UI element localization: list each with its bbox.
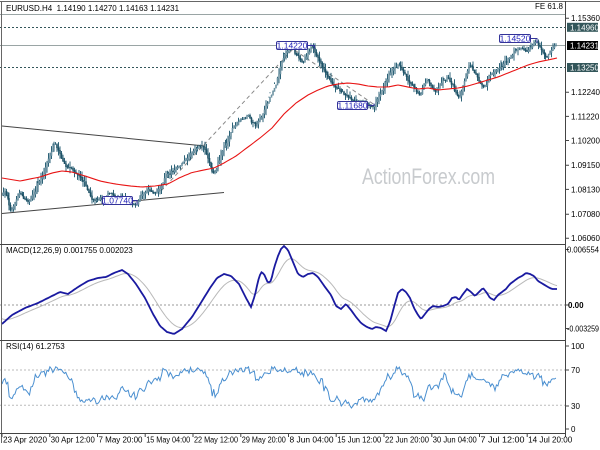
svg-text:15 Jun 12:00: 15 Jun 12:00 <box>337 436 382 445</box>
svg-text:15 May 04:00: 15 May 04:00 <box>146 436 190 445</box>
svg-text:ActionForex.com: ActionForex.com <box>362 164 495 189</box>
svg-text:23 Apr 2020: 23 Apr 2020 <box>3 436 48 445</box>
svg-text:1.11220: 1.11220 <box>571 112 600 121</box>
svg-text:22 Jun 20:00: 22 Jun 20:00 <box>385 436 430 445</box>
svg-text:1.11680: 1.11680 <box>337 100 367 110</box>
svg-text:30 Apr 12:00: 30 Apr 12:00 <box>51 436 96 445</box>
svg-text:100: 100 <box>571 342 585 351</box>
svg-text:29 May 20:00: 29 May 20:00 <box>242 436 286 445</box>
svg-text:EURUSD.H4 1.14190 1.14270 1.1: EURUSD.H4 1.14190 1.14270 1.14163 1.1423… <box>6 4 180 13</box>
svg-text:1.13250: 1.13250 <box>570 64 599 73</box>
svg-text:1.09150: 1.09150 <box>571 161 600 170</box>
svg-text:7 May 20:00: 7 May 20:00 <box>99 436 144 445</box>
svg-text:0: 0 <box>571 425 576 434</box>
svg-text:1.14220: 1.14220 <box>277 40 308 50</box>
svg-text:1.14231: 1.14231 <box>570 42 599 51</box>
svg-text:0.006554: 0.006554 <box>567 245 600 254</box>
svg-text:30 Jun 04:00: 30 Jun 04:00 <box>433 436 478 445</box>
svg-text:22 May 12:00: 22 May 12:00 <box>194 436 238 445</box>
svg-text:1.15360: 1.15360 <box>571 14 600 23</box>
svg-text:8 Jun 04:00: 8 Jun 04:00 <box>290 436 335 445</box>
svg-text:30: 30 <box>571 402 580 411</box>
svg-text:-0.003259: -0.003259 <box>567 324 599 333</box>
svg-text:MACD(12,26,9) 0.001755 0.00202: MACD(12,26,9) 0.001755 0.002023 <box>6 246 133 255</box>
svg-text:RSI(14) 61.2753: RSI(14) 61.2753 <box>6 342 65 351</box>
svg-text:70: 70 <box>571 366 580 375</box>
svg-text:1.08130: 1.08130 <box>571 185 600 194</box>
svg-text:1.10200: 1.10200 <box>571 136 600 145</box>
svg-text:14 Jul 20:00: 14 Jul 20:00 <box>528 436 573 445</box>
svg-text:7 Jul 12:00: 7 Jul 12:00 <box>481 436 526 445</box>
svg-text:1.06060: 1.06060 <box>571 234 600 243</box>
svg-text:1.12240: 1.12240 <box>571 88 600 97</box>
svg-text:FE 61.8: FE 61.8 <box>535 2 564 11</box>
svg-text:0.00: 0.00 <box>568 301 584 310</box>
svg-text:1.14520: 1.14520 <box>500 33 531 43</box>
svg-text:1.07740: 1.07740 <box>102 195 133 205</box>
svg-text:1.14960: 1.14960 <box>570 23 599 32</box>
svg-text:1.07080: 1.07080 <box>571 210 600 219</box>
